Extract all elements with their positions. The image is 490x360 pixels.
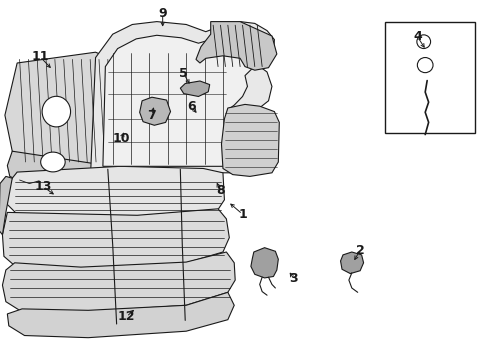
Polygon shape <box>221 104 279 176</box>
Polygon shape <box>6 166 224 216</box>
Text: 8: 8 <box>216 184 225 197</box>
Text: 4: 4 <box>413 30 422 43</box>
Polygon shape <box>341 252 364 274</box>
Text: 2: 2 <box>356 244 365 257</box>
Polygon shape <box>180 81 210 96</box>
Text: 10: 10 <box>113 132 130 145</box>
Text: 7: 7 <box>147 109 156 122</box>
Text: 13: 13 <box>34 180 52 193</box>
Text: 6: 6 <box>187 100 196 113</box>
Text: 1: 1 <box>238 208 247 221</box>
Polygon shape <box>5 52 122 164</box>
Text: 12: 12 <box>118 310 135 323</box>
Ellipse shape <box>417 35 431 49</box>
Polygon shape <box>2 209 229 268</box>
Ellipse shape <box>41 152 65 172</box>
Text: 3: 3 <box>290 273 298 285</box>
Polygon shape <box>103 35 256 166</box>
Text: 9: 9 <box>158 7 167 20</box>
Polygon shape <box>251 248 278 278</box>
Bar <box>385 22 475 133</box>
Ellipse shape <box>42 96 71 127</box>
Text: 11: 11 <box>31 50 49 63</box>
Polygon shape <box>91 22 274 173</box>
Polygon shape <box>196 22 277 70</box>
Polygon shape <box>2 252 235 311</box>
Polygon shape <box>7 151 98 187</box>
Ellipse shape <box>417 58 433 73</box>
Polygon shape <box>140 97 171 125</box>
Polygon shape <box>0 176 12 235</box>
Polygon shape <box>7 292 234 338</box>
Text: 5: 5 <box>179 67 188 80</box>
